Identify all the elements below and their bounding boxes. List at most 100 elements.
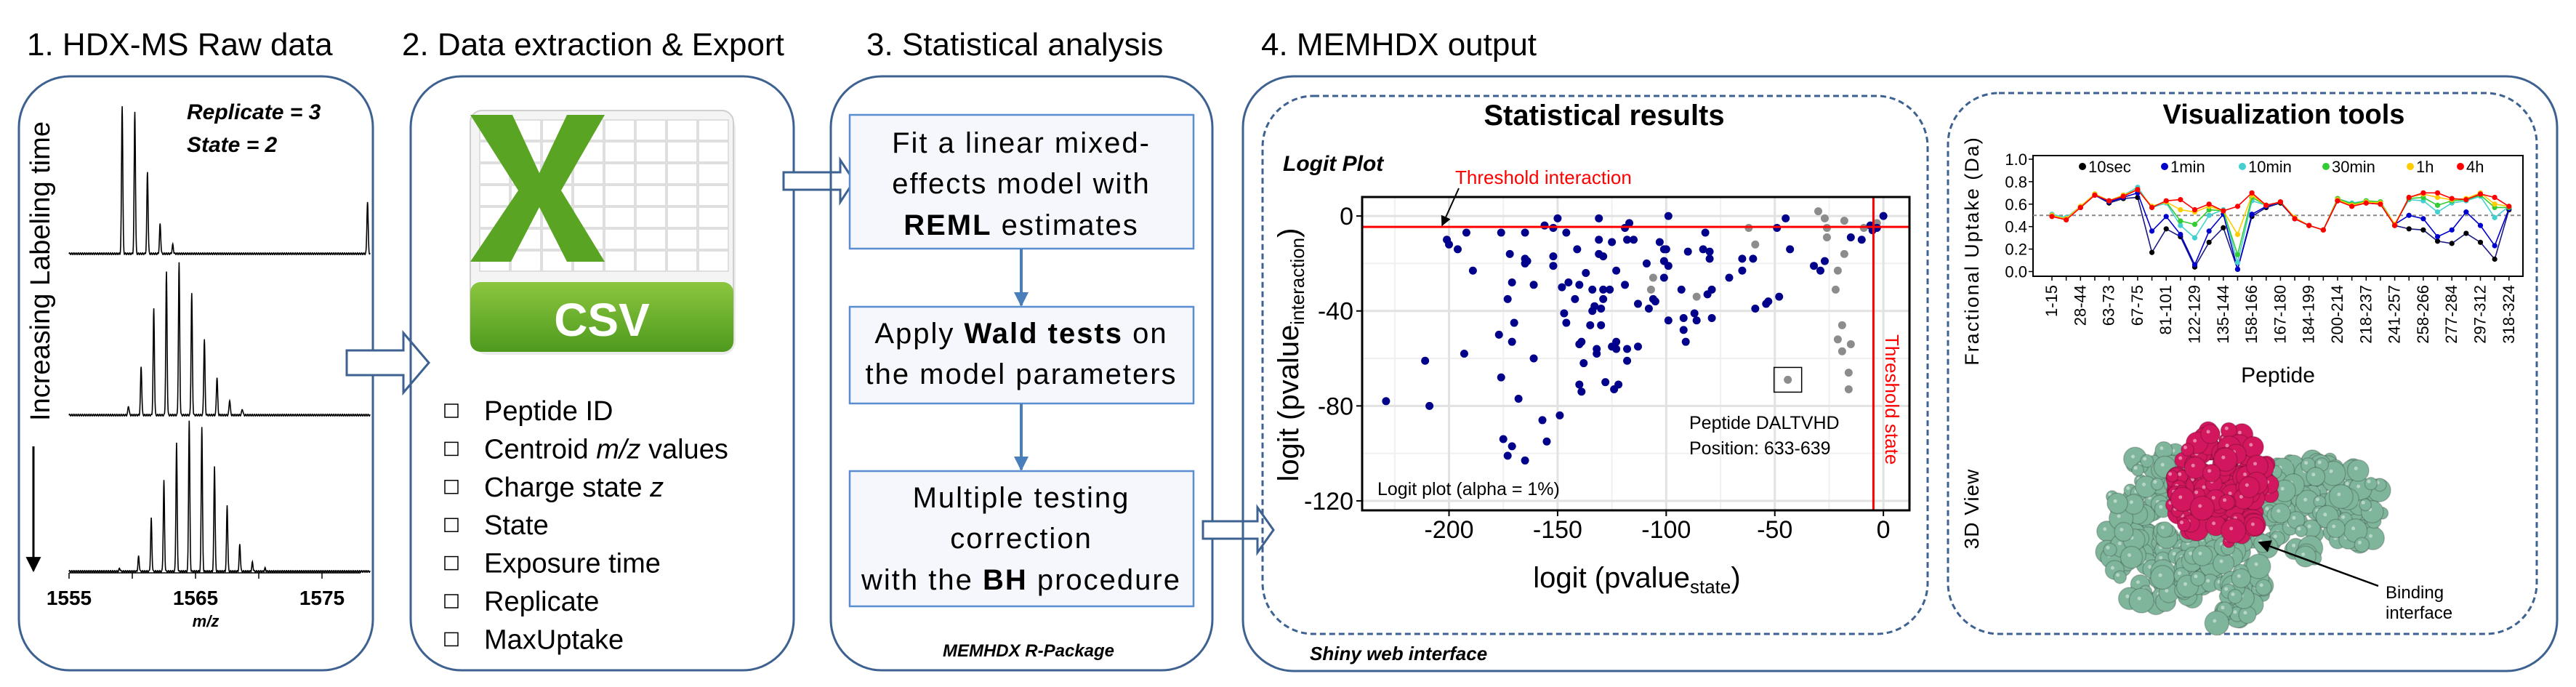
data-point-significant [1597, 321, 1606, 329]
data-point-1min [2191, 262, 2198, 268]
step-text: effects model with [892, 168, 1150, 200]
data-point-10min [2178, 222, 2183, 228]
protein-surface-highlight [2142, 482, 2146, 486]
x-tick-label: 318-324 [2500, 285, 2518, 344]
binding-interface-surface-highlight [2239, 494, 2243, 499]
binding-interface-surface-highlight [2194, 490, 2199, 494]
step-text: Fit a linear mixed- [892, 127, 1151, 159]
data-point-significant [1699, 245, 1707, 254]
data-point-significant [1521, 456, 1529, 465]
data-point-4h [2492, 194, 2497, 201]
step-text: correction [950, 523, 1092, 555]
field-item: Peptide ID [484, 396, 613, 427]
protein-surface-highlight [2136, 580, 2140, 584]
data-point-not-significant [1751, 240, 1760, 249]
data-point-10sec [2221, 225, 2226, 230]
data-point-significant [1651, 297, 1659, 306]
protein-surface-highlight [2224, 587, 2229, 591]
field-item: Centroid m/z values [484, 434, 728, 465]
data-point-significant [1612, 345, 1621, 353]
binding-interface-surface-highlight [2237, 430, 2242, 435]
data-point-significant [1590, 302, 1599, 310]
step-text: Apply Wald tests on [874, 318, 1167, 350]
data-point-significant [1644, 304, 1653, 313]
data-point-significant [1549, 252, 1558, 261]
data-point-30min [2234, 252, 2241, 257]
data-point-significant [1540, 221, 1549, 230]
protein-surface-highlight [2332, 524, 2336, 529]
data-point-1min [2477, 222, 2484, 228]
grid-cell [667, 206, 698, 228]
x-tick-label: 297-312 [2471, 285, 2490, 344]
data-point-30min [2434, 202, 2441, 208]
data-point-significant [1597, 304, 1606, 313]
data-point-4h [2077, 204, 2083, 211]
protein-surface [2140, 454, 2154, 468]
data-point-significant [1425, 401, 1434, 410]
data-point-10sec [2449, 241, 2455, 246]
protein-surface [2150, 477, 2164, 491]
binding-interface-surface-highlight [2243, 473, 2247, 476]
grid-cell [604, 185, 635, 206]
x-tick-label: -200 [1424, 516, 1473, 544]
data-point-significant [1621, 281, 1630, 289]
data-point-4h [2221, 208, 2226, 214]
legend-label: 30min [2332, 158, 2375, 176]
x-axis-label: Peptide [2241, 363, 2315, 387]
data-point-4h [2064, 217, 2069, 223]
protein-surface-highlight [2354, 466, 2358, 470]
protein-surface-highlight [2329, 469, 2333, 473]
data-point-4h [2249, 190, 2255, 196]
data-point-not-significant [1840, 249, 1848, 258]
protein-surface [2326, 518, 2346, 539]
protein-surface-highlight [2303, 497, 2308, 502]
data-point-1h [2492, 201, 2497, 207]
x-tick-label: 277-284 [2442, 285, 2460, 344]
data-point-10sec [2206, 239, 2212, 245]
binding-interface-surface-highlight [2178, 495, 2183, 499]
binding-interface-surface-highlight [2229, 526, 2234, 531]
data-point-1min [2406, 212, 2412, 218]
y-tick-label: -40 [1318, 298, 1353, 326]
panel-memhdx-output: 4. MEMHDX output Shiny web interface Sta… [1241, 27, 2559, 672]
protein-surface-highlight [2304, 461, 2309, 465]
step-multiple-testing: Multiple testing correction with the BH … [848, 470, 1195, 608]
grid-cell [604, 206, 635, 228]
data-point-significant [1560, 309, 1569, 318]
data-point-significant [1857, 236, 1866, 244]
protein-surface-highlight [2357, 540, 2362, 545]
data-point-10sec [2463, 230, 2469, 236]
data-point-4h [2106, 198, 2112, 204]
data-point-significant [1655, 238, 1664, 246]
protein-surface-highlight [2206, 579, 2210, 583]
binding-interface-surface [2176, 517, 2191, 532]
protein-surface-highlight [2125, 594, 2130, 598]
data-point-significant [1508, 278, 1516, 287]
protein-surface-highlight [2172, 552, 2176, 556]
protein-surface-highlight [2221, 606, 2225, 610]
data-point-not-significant [1649, 273, 1657, 282]
statistical-results-frame [1261, 95, 1929, 635]
data-point-significant [1664, 262, 1673, 270]
protein-surface-highlight [2117, 542, 2122, 545]
data-point-4h [2420, 190, 2426, 196]
data-point-not-significant [1840, 217, 1848, 225]
field-list: Peptide ID Centroid m/z values Charge stat… [444, 396, 728, 655]
data-point-not-significant [1831, 285, 1840, 294]
protein-surface [2204, 610, 2230, 636]
data-point-10sec [2149, 249, 2155, 255]
protein-surface-highlight [2292, 543, 2296, 547]
field-item: Charge state z [484, 473, 664, 503]
flow-arrow-icon [345, 329, 430, 396]
data-point-not-significant [1844, 369, 1853, 377]
x-tick-label: 122-129 [2186, 285, 2204, 344]
x-tick-label: 28-44 [2071, 285, 2089, 326]
protein-surface-highlight [2165, 589, 2169, 593]
field-item: MaxUptake [484, 624, 624, 655]
binding-interface-surface-highlight [2178, 456, 2183, 460]
field-item: State [484, 510, 549, 541]
field-text: m/z [596, 434, 640, 465]
data-point-significant [1460, 350, 1468, 358]
data-point-significant [1751, 304, 1760, 313]
data-point-significant [1612, 266, 1621, 275]
